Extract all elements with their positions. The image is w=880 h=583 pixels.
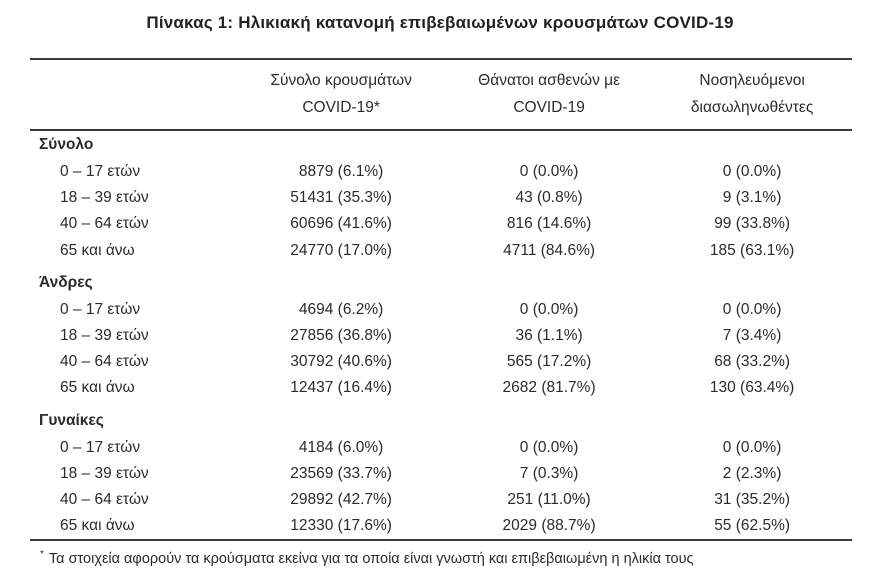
- cases-cell: 12437 (16.4%): [290, 379, 392, 397]
- table-row: 65 και άνω 24770 (17.0%) 4711 (84.6%) 18…: [30, 238, 852, 264]
- deaths-cell: 7 (0.3%): [519, 464, 579, 482]
- age-group-label: 40 – 64 ετών: [60, 490, 149, 508]
- section-header-total: Σύνολο: [30, 131, 852, 159]
- table-row: 18 – 39 ετών 51431 (35.3%) 43 (0.8%) 9 (…: [30, 185, 852, 211]
- deaths-cell: 565 (17.2%): [506, 353, 592, 371]
- table-row: 0 – 17 ετών 4694 (6.2%) 0 (0.0%) 0 (0.0%…: [30, 297, 852, 323]
- intubated-cell: 0 (0.0%): [722, 163, 782, 181]
- table-row: 18 – 39 ετών 23569 (33.7%) 7 (0.3%) 2 (2…: [30, 461, 852, 487]
- deaths-cell: 0 (0.0%): [519, 438, 579, 456]
- deaths-cell: 0 (0.0%): [519, 163, 579, 181]
- age-group-label: 65 και άνω: [60, 379, 135, 397]
- deaths-cell: 4711 (84.6%): [503, 241, 596, 259]
- column-header-deaths-line2: COVID-19: [513, 99, 585, 116]
- intubated-cell: 130 (63.4%): [709, 379, 795, 397]
- cases-cell: 4694 (6.2%): [298, 300, 384, 318]
- table-row: 40 – 64 ετών 30792 (40.6%) 565 (17.2%) 6…: [30, 349, 852, 375]
- intubated-cell: 185 (63.1%): [709, 241, 795, 259]
- section-header-men: Άνδρες: [30, 269, 852, 297]
- bottom-rule: [30, 539, 852, 542]
- age-group-label: 18 – 39 ετών: [60, 327, 149, 345]
- table-row: 0 – 17 ετών 4184 (6.0%) 0 (0.0%) 0 (0.0%…: [30, 435, 852, 461]
- table-row: 18 – 39 ετών 27856 (36.8%) 36 (1.1%) 7 (…: [30, 323, 852, 349]
- column-header-deaths-line1: Θάνατοι ασθενών με: [478, 72, 620, 89]
- age-group-label: 18 – 39 ετών: [60, 189, 149, 207]
- table-header-row: Σύνολο κρουσμάτων COVID-19* Θάνατοι ασθε…: [30, 60, 852, 129]
- cases-cell: 23569 (33.7%): [290, 464, 392, 482]
- cases-cell: 27856 (36.8%): [290, 327, 392, 345]
- column-header-cases: Σύνολο κρουσμάτων COVID-19*: [236, 67, 446, 121]
- footnote: * Τα στοιχεία αφορούν τα κρούσματα εκείνα…: [40, 549, 852, 567]
- section-label: Γυναίκες: [39, 411, 104, 429]
- column-header-cases-line1: Σύνολο κρουσμάτων: [270, 72, 412, 89]
- intubated-cell: 0 (0.0%): [722, 300, 782, 318]
- cases-cell: 12330 (17.6%): [290, 517, 392, 535]
- cases-cell: 30792 (40.6%): [290, 353, 392, 371]
- column-header-intubated-line1: Νοσηλευόμενοι: [699, 72, 805, 89]
- table-row: 0 – 17 ετών 8879 (6.1%) 0 (0.0%) 0 (0.0%…: [30, 159, 852, 185]
- intubated-cell: 9 (3.1%): [722, 189, 782, 207]
- age-group-label: 40 – 64 ετών: [60, 215, 149, 233]
- section-label: Άνδρες: [39, 273, 93, 291]
- table-row: 65 και άνω 12437 (16.4%) 2682 (81.7%) 13…: [30, 375, 852, 401]
- table-row: 40 – 64 ετών 29892 (42.7%) 251 (11.0%) 3…: [30, 487, 852, 513]
- cases-cell: 24770 (17.0%): [290, 241, 392, 259]
- cases-cell: 4184 (6.0%): [298, 438, 384, 456]
- top-rule: [30, 58, 852, 60]
- header-rule: [30, 129, 852, 131]
- footnote-marker: *: [40, 549, 44, 561]
- footnote-text: Τα στοιχεία αφορούν τα κρούσματα εκείνα …: [48, 551, 694, 568]
- intubated-cell: 68 (33.2%): [714, 353, 791, 371]
- cases-cell: 29892 (42.7%): [290, 490, 392, 508]
- section-label: Σύνολο: [39, 136, 94, 153]
- age-group-label: 65 και άνω: [60, 241, 135, 259]
- intubated-cell: 55 (62.5%): [714, 517, 791, 535]
- intubated-cell: 7 (3.4%): [722, 327, 782, 345]
- intubated-cell: 31 (35.2%): [714, 490, 791, 508]
- table-row: 65 και άνω 12330 (17.6%) 2029 (88.7%) 55…: [30, 513, 852, 539]
- deaths-cell: 36 (1.1%): [515, 327, 583, 345]
- table-title: Πίνακας 1: Ηλικιακή κατανομή επιβεβαιωμέ…: [146, 13, 734, 32]
- column-header-deaths: Θάνατοι ασθενών με COVID-19: [446, 67, 652, 121]
- age-group-label: 40 – 64 ετών: [60, 353, 149, 371]
- age-group-label: 0 – 17 ετών: [60, 163, 141, 181]
- age-group-label: 0 – 17 ετών: [60, 300, 141, 318]
- intubated-cell: 99 (33.8%): [714, 215, 791, 233]
- deaths-cell: 2682 (81.7%): [502, 379, 596, 397]
- section-header-women: Γυναίκες: [30, 407, 852, 435]
- cases-cell: 60696 (41.6%): [290, 215, 392, 233]
- age-group-label: 0 – 17 ετών: [60, 438, 141, 456]
- deaths-cell: 43 (0.8%): [515, 189, 583, 207]
- cases-cell: 51431 (35.3%): [290, 189, 392, 207]
- cases-cell: 8879 (6.1%): [298, 163, 384, 181]
- table-row: 40 – 64 ετών 60696 (41.6%) 816 (14.6%) 9…: [30, 211, 852, 237]
- data-table: Σύνολο κρουσμάτων COVID-19* Θάνατοι ασθε…: [30, 58, 852, 542]
- column-header-intubated: Νοσηλευόμενοι διασωληνωθέντες: [652, 67, 852, 121]
- deaths-cell: 251 (11.0%): [507, 490, 591, 508]
- deaths-cell: 0 (0.0%): [519, 300, 579, 318]
- column-header-intubated-line2: διασωληνωθέντες: [690, 99, 814, 116]
- deaths-cell: 816 (14.6%): [506, 215, 592, 233]
- column-header-cases-line2: COVID-19*: [302, 99, 380, 116]
- age-group-label: 18 – 39 ετών: [60, 464, 149, 482]
- deaths-cell: 2029 (88.7%): [502, 517, 596, 535]
- age-group-label: 65 και άνω: [60, 517, 135, 535]
- intubated-cell: 2 (2.3%): [722, 464, 782, 482]
- intubated-cell: 0 (0.0%): [722, 438, 782, 456]
